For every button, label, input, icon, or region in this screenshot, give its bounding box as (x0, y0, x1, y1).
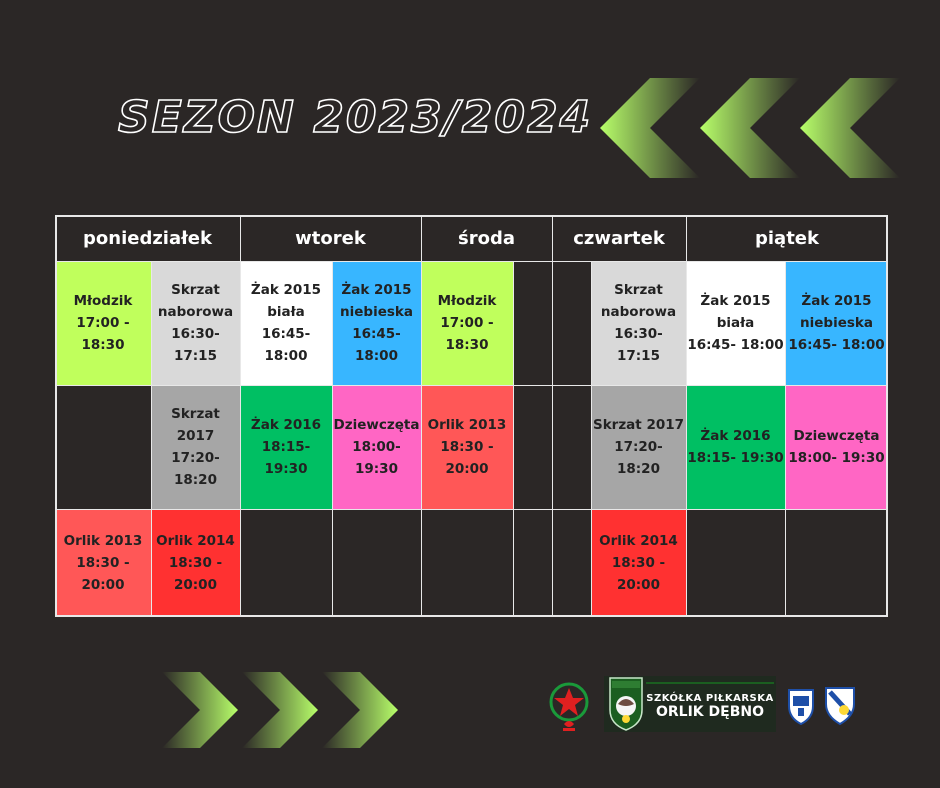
grid-divider (552, 261, 553, 617)
grid-divider (55, 261, 888, 262)
grid-divider (513, 261, 514, 617)
schedule-cell: Żak 2015 niebieska 16:45- 18:00 (332, 261, 421, 385)
header-divider (240, 215, 241, 261)
schedule-cell: Żak 2015 biała 16:45- 18:00 (240, 261, 332, 385)
partner-logos: SZKÓŁKA PIŁKARSKA ORLIK DĘBNO (540, 670, 880, 740)
grid-divider (591, 261, 592, 617)
grid-divider (785, 261, 786, 617)
grid-divider (151, 261, 152, 617)
schedule-cell: Orlik 2013 18:30 - 20:00 (55, 509, 151, 617)
club-name-line2: ORLIK DĘBNO (655, 703, 764, 720)
grid-divider (240, 261, 241, 617)
grid-divider (55, 385, 888, 386)
grid-divider (421, 261, 422, 617)
club-logo: SZKÓŁKA PIŁKARSKA ORLIK DĘBNO (604, 676, 776, 732)
eagle-crest-icon (609, 677, 643, 731)
chevron-left-icon (600, 78, 700, 178)
chevron-right-icon (162, 672, 238, 748)
chevron-right-icon (242, 672, 318, 748)
day-header-friday: piątek (755, 227, 819, 249)
table-border (55, 215, 888, 617)
schedule-cell: Skrzat naborowa 16:30- 17:15 (151, 261, 240, 385)
schedule-cell: Żak 2015 niebieska 16:45- 18:00 (785, 261, 888, 385)
grid-divider (55, 509, 888, 510)
schedule-cell: Żak 2016 18:15- 19:30 (686, 385, 785, 509)
schedule-cell: Orlik 2013 18:30 - 20:00 (421, 385, 513, 509)
shield-logo-icon (825, 687, 855, 726)
star-logo-icon (549, 682, 589, 731)
shield-logo-icon (788, 689, 814, 726)
schedule-cell: Skrzat 2017 17:20- 18:20 (591, 385, 686, 509)
day-header-tuesday: wtorek (295, 227, 366, 249)
schedule-table: poniedziałek wtorek środa czwartek piąte… (55, 215, 888, 617)
schedule-cell: Żak 2015 biała 16:45- 18:00 (686, 261, 785, 385)
schedule-cell: Młodzik 17:00 - 18:30 (421, 261, 513, 385)
schedule-cell: Żak 2016 18:15- 19:30 (240, 385, 332, 509)
grid-divider (332, 261, 333, 617)
schedule-cell: Skrzat naborowa 16:30- 17:15 (591, 261, 686, 385)
club-name-line1: SZKÓŁKA PIŁKARSKA (646, 692, 774, 704)
schedule-cell: Dziewczęta 18:00- 19:30 (785, 385, 888, 509)
page-title: SEZON 2023/2024 (117, 91, 593, 144)
header-divider (686, 215, 687, 261)
schedule-cell: Orlik 2014 18:30 - 20:00 (151, 509, 240, 617)
schedule-cell: Dziewczęta 18:00- 19:30 (332, 385, 421, 509)
day-header-monday: poniedziałek (83, 227, 212, 249)
header-divider (552, 215, 553, 261)
chevron-left-icon (800, 78, 900, 178)
schedule-cell: Orlik 2014 18:30 - 20:00 (591, 509, 686, 617)
schedule-cell: Skrzat 2017 17:20- 18:20 (151, 385, 240, 509)
grid-divider (686, 261, 687, 617)
day-header-wednesday: środa (458, 227, 515, 249)
schedule-cell: Młodzik 17:00 - 18:30 (55, 261, 151, 385)
day-header-thursday: czwartek (573, 227, 665, 249)
chevron-right-icon (322, 672, 398, 748)
header-divider (421, 215, 422, 261)
chevron-left-icon (700, 78, 800, 178)
